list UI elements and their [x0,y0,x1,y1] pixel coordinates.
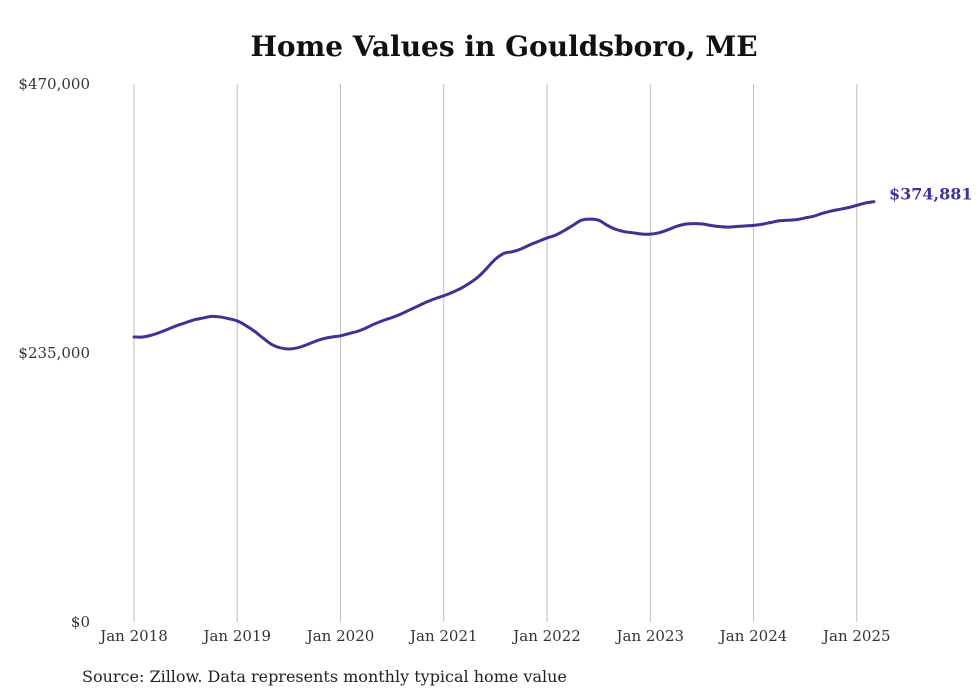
x-tick-label: Jan 2020 [305,627,375,645]
chart-title: Home Values in Gouldsboro, ME [250,30,758,63]
x-tick-label: Jan 2024 [718,627,788,645]
y-tick-label: $470,000 [18,75,90,93]
x-tick-label: Jan 2023 [614,627,684,645]
y-tick-label: $0 [71,613,90,631]
axis-layer: Jan 2018 Jan 2019 Jan 2020 Jan 2021 Jan 2022… [18,75,890,645]
label-layer: $374,881 [889,185,973,204]
y-tick-label: $235,000 [18,344,90,362]
x-tick-label: Jan 2022 [511,627,581,645]
chart-source-note: Source: Zillow. Data represents monthly … [82,667,567,686]
x-tick-label: Jan 2019 [201,627,271,645]
x-tick-label: Jan 2021 [408,627,478,645]
x-tick-label: Jan 2025 [821,627,891,645]
end-value-label: $374,881 [889,185,973,204]
x-tick-label: Jan 2018 [98,627,168,645]
series-layer [132,200,876,351]
grid-layer [133,84,858,622]
series-line [132,200,876,351]
